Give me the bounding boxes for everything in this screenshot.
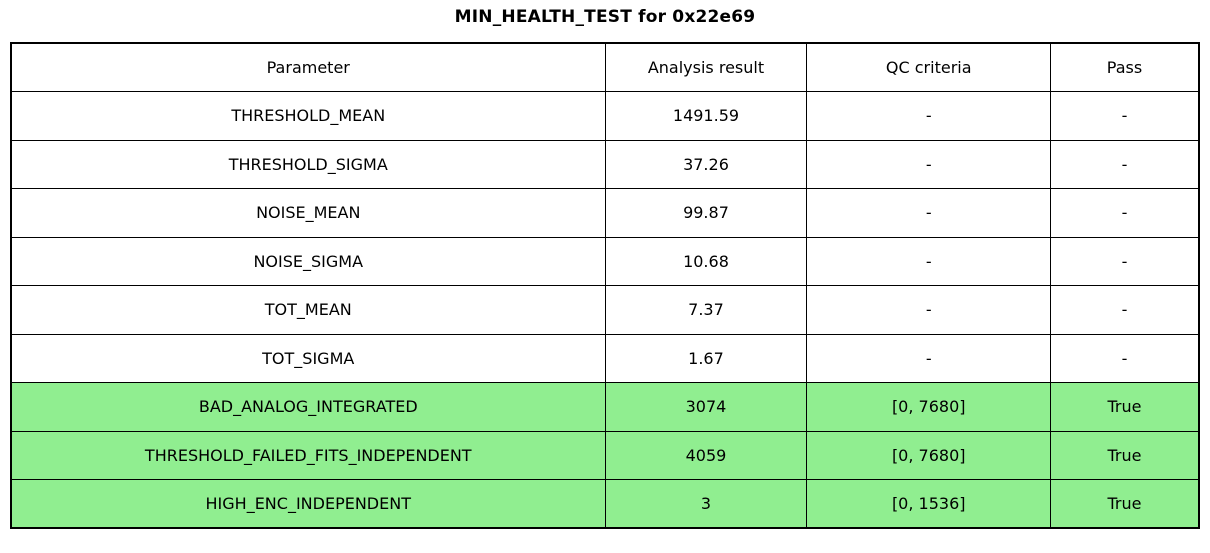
cell-pass: True [1049, 382, 1200, 432]
cell-analysis-result: 4059 [604, 430, 808, 480]
cell-qc-criteria: - [806, 188, 1051, 238]
table-row: THRESHOLD_MEAN 1491.59- - [10, 91, 1200, 141]
cell-pass: - [1049, 139, 1200, 189]
col-header-parameter: Parameter [10, 42, 606, 92]
cell-parameter: HIGH_ENC_INDEPENDENT [10, 479, 606, 529]
cell-qc-criteria: - [806, 91, 1051, 141]
table-row: HIGH_ENC_INDEPENDENT 3 [0, 1536] True [10, 479, 1200, 529]
cell-qc-criteria: [0, 1536] [806, 479, 1051, 529]
table-row: NOISE_MEAN 99.87- - [10, 188, 1200, 238]
table-row: THRESHOLD_SIGMA 37.26- - [10, 139, 1200, 189]
cell-analysis-result: 1491.59 [604, 91, 808, 141]
page-title: MIN_HEALTH_TEST for 0x22e69 [454, 7, 756, 27]
cell-pass: - [1049, 91, 1200, 141]
cell-parameter: THRESHOLD_SIGMA [10, 139, 606, 189]
table-row: NOISE_SIGMA 10.68- - [10, 236, 1200, 286]
cell-qc-criteria: - [806, 236, 1051, 286]
cell-analysis-result: 1.67 [604, 333, 808, 383]
cell-qc-criteria: [0, 7680] [806, 382, 1051, 432]
cell-qc-criteria: - [806, 333, 1051, 383]
cell-parameter: THRESHOLD_MEAN [10, 91, 606, 141]
cell-pass: - [1049, 188, 1200, 238]
qc-results-table: Parameter Analysis result QC criteria Pa… [10, 42, 1200, 529]
col-header-analysis-result: Analysis result [604, 42, 808, 92]
cell-analysis-result: 37.26 [604, 139, 808, 189]
table-row: TOT_MEAN 7.37- - [10, 285, 1200, 335]
cell-pass: - [1049, 333, 1200, 383]
cell-parameter: THRESHOLD_FAILED_FITS_INDEPENDENT [10, 430, 606, 480]
cell-analysis-result: 3 [604, 479, 808, 529]
col-header-qc-criteria: QC criteria [806, 42, 1051, 92]
table-row: BAD_ANALOG_INTEGRATED 3074 [0, 7680] True [10, 382, 1200, 432]
cell-qc-criteria: [0, 7680] [806, 430, 1051, 480]
cell-qc-criteria: - [806, 285, 1051, 335]
cell-qc-criteria: - [806, 139, 1051, 189]
cell-analysis-result: 99.87 [604, 188, 808, 238]
cell-parameter: BAD_ANALOG_INTEGRATED [10, 382, 606, 432]
cell-pass: - [1049, 236, 1200, 286]
header-row: Parameter Analysis result QC criteria Pa… [10, 42, 1200, 92]
table-row: TOT_SIGMA 1.67- - [10, 333, 1200, 383]
cell-pass: True [1049, 430, 1200, 480]
col-header-pass: Pass [1049, 42, 1200, 92]
cell-parameter: NOISE_SIGMA [10, 236, 606, 286]
cell-analysis-result: 7.37 [604, 285, 808, 335]
cell-pass: - [1049, 285, 1200, 335]
cell-parameter: TOT_SIGMA [10, 333, 606, 383]
table-row: THRESHOLD_FAILED_FITS_INDEPENDENT 4059 [0,… [10, 430, 1200, 480]
cell-analysis-result: 10.68 [604, 236, 808, 286]
cell-pass: True [1049, 479, 1200, 529]
cell-analysis-result: 3074 [604, 382, 808, 432]
cell-parameter: NOISE_MEAN [10, 188, 606, 238]
cell-parameter: TOT_MEAN [10, 285, 606, 335]
